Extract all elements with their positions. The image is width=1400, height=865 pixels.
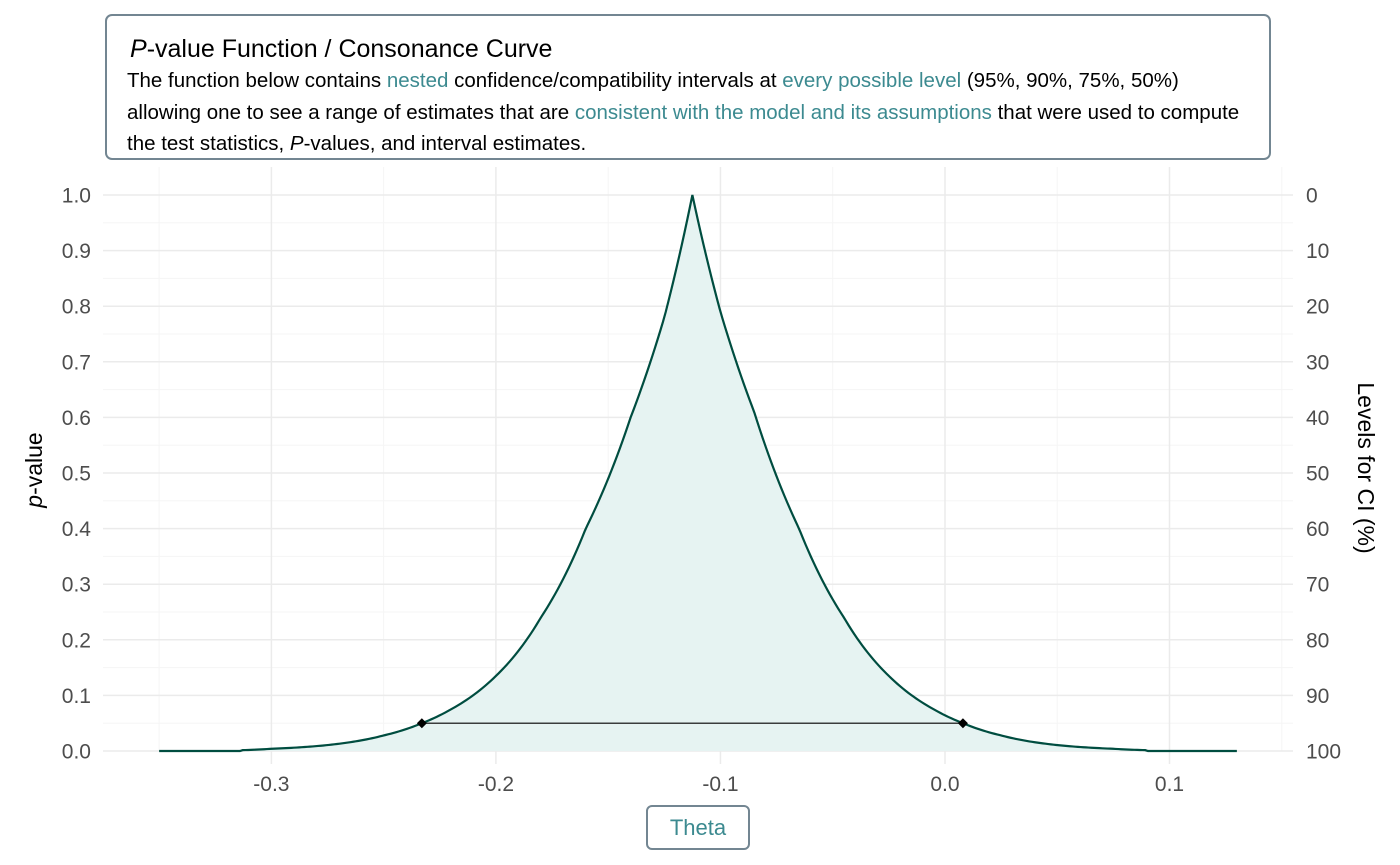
curve-fill-area	[159, 195, 1237, 751]
y-tick-label: 0.8	[62, 296, 91, 319]
y-tick-label: 0.6	[62, 407, 91, 430]
y-tick-label: 0.1	[62, 685, 91, 708]
x-tick-label: -0.2	[478, 773, 514, 796]
y-tick-label: 0.4	[62, 518, 92, 541]
ci-upper-diamond	[957, 718, 968, 729]
caption-title: P-value Function / Consonance Curve	[130, 35, 553, 63]
y-tick-label: 0.0	[62, 741, 91, 764]
y2-axis-title: Levels for CI (%)	[1353, 382, 1379, 553]
y2-tick-label: 100	[1306, 741, 1341, 764]
y2-tick-label: 70	[1306, 574, 1329, 597]
y-tick-label: 0.5	[62, 463, 91, 486]
y2-tick-label: 20	[1306, 296, 1329, 319]
y2-tick-label: 60	[1306, 518, 1329, 541]
y2-tick-label: 50	[1306, 463, 1329, 486]
y-tick-label: 0.2	[62, 629, 91, 652]
highlight-every-level: every possible level	[782, 69, 962, 92]
highlight-nested: nested	[386, 69, 449, 92]
x-tick-label: -0.1	[702, 773, 738, 796]
y2-tick-label: 80	[1306, 629, 1329, 652]
caption-body: The function below contains nested confi…	[127, 69, 1240, 155]
y2-tick-label: 40	[1306, 407, 1329, 430]
y-axis-ticks: 0.0 0.1 0.2 0.3 0.4 0.5 0.6 0.7 0.8 0.9 1.0	[62, 185, 92, 764]
x-axis-ticks: -0.3 -0.2 -0.1 0.0 0.1	[253, 773, 1184, 796]
highlight-consistent: consistent with the model and its assump…	[574, 100, 992, 124]
x-axis-title: Theta	[646, 805, 750, 850]
y-tick-label: 1.0	[62, 185, 91, 208]
p-value-curve	[159, 194, 1237, 753]
y2-tick-label: 90	[1306, 685, 1329, 708]
caption-box: P-value Function / Consonance Curve The …	[105, 14, 1271, 160]
x-tick-label: 0.1	[1155, 773, 1184, 796]
y-tick-label: 0.3	[62, 574, 91, 597]
y2-tick-label: 0	[1306, 185, 1318, 208]
y2-tick-label: 30	[1306, 351, 1329, 374]
ci-lower-diamond	[416, 718, 427, 729]
y2-tick-label: 10	[1306, 240, 1329, 263]
y-tick-label: 0.7	[62, 351, 91, 374]
y-axis-title: p-value	[21, 432, 47, 508]
x-tick-label: -0.3	[253, 773, 289, 796]
x-tick-label: 0.0	[930, 773, 959, 796]
y-tick-label: 0.9	[62, 240, 91, 263]
